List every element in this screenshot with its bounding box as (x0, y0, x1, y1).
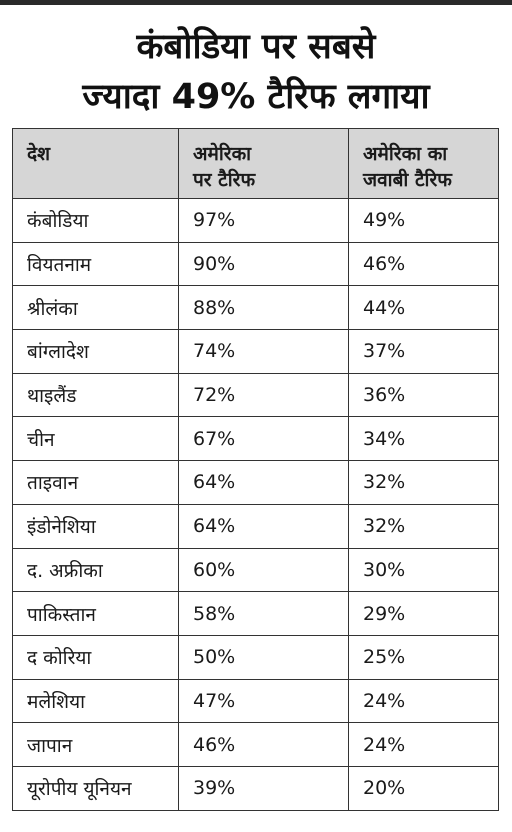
table-row: थाइलैंड 72% 36% (12, 372, 499, 418)
table-row: द कोरिया 50% 25% (12, 634, 499, 680)
table-row: जापान 46% 24% (12, 722, 499, 767)
table-row: चीन 67% 34% (12, 416, 499, 462)
country-cell: मलेशिया (12, 678, 179, 724)
tariff-cell: 58% (178, 591, 349, 636)
header-text: अमेरिका (193, 143, 252, 165)
tariff-cell: 49% (348, 198, 499, 243)
headline: कंबोडिया पर सबसे ज्यादा 49% टैरिफ लगाया (0, 22, 512, 122)
top-bar (0, 0, 512, 5)
tariff-cell: 34% (348, 416, 499, 462)
tariff-cell: 97% (178, 198, 349, 243)
table-row: वियतनाम 90% 46% (12, 241, 499, 287)
header-cell: अमेरिका का जवाबी टैरिफ (348, 128, 499, 199)
country-cell: द कोरिया (12, 634, 179, 680)
tariff-cell: 64% (178, 460, 349, 505)
header-text: जवाबी टैरिफ (363, 169, 452, 191)
header-cell: देश (12, 128, 179, 199)
tariff-cell: 30% (348, 547, 499, 593)
header-text: पर टैरिफ (193, 169, 256, 191)
tariff-cell: 44% (348, 285, 499, 331)
table-row: बांग्लादेश 74% 37% (12, 329, 499, 374)
tariff-cell: 46% (348, 241, 499, 287)
country-cell: द. अफ्रीका (12, 547, 179, 593)
table-row: कंबोडिया 97% 49% (12, 198, 499, 243)
tariff-cell: 32% (348, 460, 499, 505)
headline-line: कंबोडिया पर सबसे (136, 27, 376, 67)
tariff-cell: 24% (348, 678, 499, 724)
tariff-cell: 88% (178, 285, 349, 331)
tariff-cell: 37% (348, 329, 499, 374)
tariff-cell: 60% (178, 547, 349, 593)
table-row: यूरोपीय यूनियन 39% 20% (12, 765, 499, 811)
tariff-cell: 64% (178, 503, 349, 549)
header-row: देश अमेरिका पर टैरिफ अमेरिका का जवाबी टैरिफ (12, 128, 499, 199)
tariff-table: देश अमेरिका पर टैरिफ अमेरिका का जवाबी टैरिफ … (12, 128, 499, 811)
tariff-cell: 25% (348, 634, 499, 680)
country-cell: यूरोपीय यूनियन (12, 765, 179, 811)
tariff-cell: 72% (178, 372, 349, 418)
header-text: अमेरिका का (363, 143, 448, 165)
country-cell: श्रीलंका (12, 285, 179, 331)
tariff-cell: 32% (348, 503, 499, 549)
country-cell: ताइवान (12, 460, 179, 505)
header-cell: अमेरिका पर टैरिफ (178, 128, 349, 199)
table-row: पाकिस्तान 58% 29% (12, 591, 499, 636)
tariff-cell: 50% (178, 634, 349, 680)
headline-line: ज्यादा 49% टैरिफ लगाया (82, 77, 430, 117)
tariff-cell: 36% (348, 372, 499, 418)
country-cell: बांग्लादेश (12, 329, 179, 374)
country-cell: पाकिस्तान (12, 591, 179, 636)
tariff-cell: 90% (178, 241, 349, 287)
country-cell: थाइलैंड (12, 372, 179, 418)
table-row: द. अफ्रीका 60% 30% (12, 547, 499, 593)
tariff-cell: 29% (348, 591, 499, 636)
country-cell: इंडोनेशिया (12, 503, 179, 549)
tariff-cell: 67% (178, 416, 349, 462)
table-row: मलेशिया 47% 24% (12, 678, 499, 724)
tariff-cell: 20% (348, 765, 499, 811)
tariff-cell: 39% (178, 765, 349, 811)
country-cell: वियतनाम (12, 241, 179, 287)
country-cell: चीन (12, 416, 179, 462)
tariff-cell: 46% (178, 722, 349, 767)
header-text: देश (27, 143, 51, 165)
table-row: इंडोनेशिया 64% 32% (12, 503, 499, 549)
tariff-cell: 47% (178, 678, 349, 724)
country-cell: जापान (12, 722, 179, 767)
table-row: ताइवान 64% 32% (12, 460, 499, 505)
tariff-cell: 74% (178, 329, 349, 374)
country-cell: कंबोडिया (12, 198, 179, 243)
tariff-cell: 24% (348, 722, 499, 767)
table-row: श्रीलंका 88% 44% (12, 285, 499, 331)
